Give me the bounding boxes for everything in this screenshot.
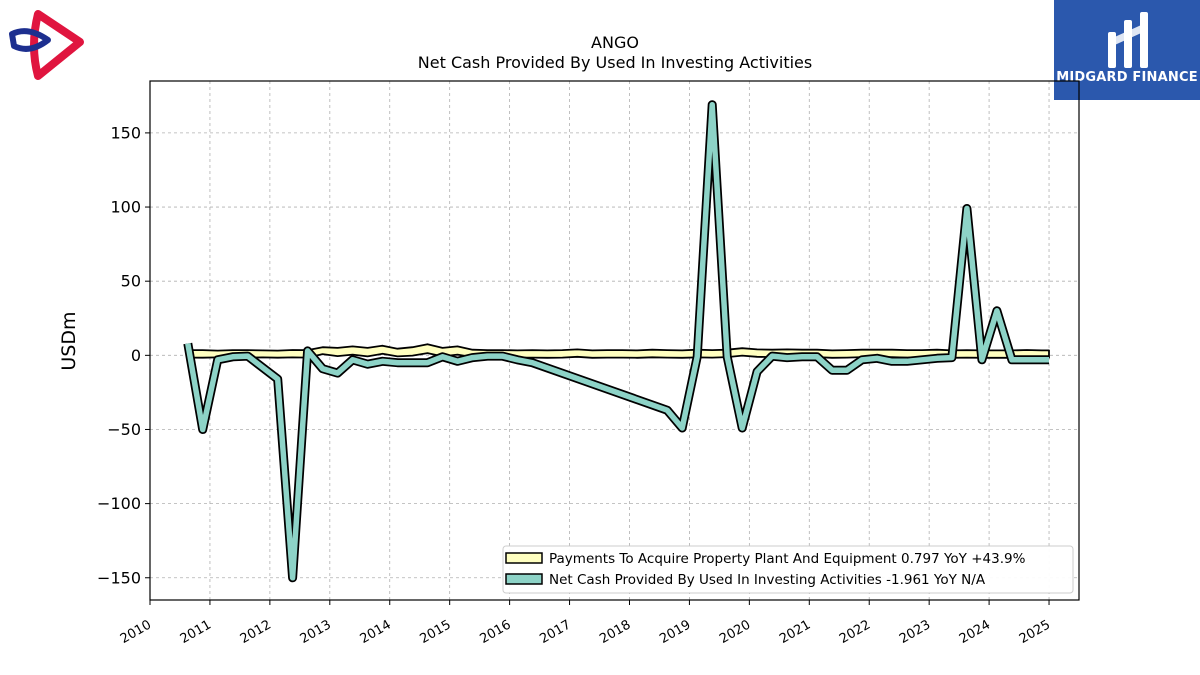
y-tick-label: 50	[121, 272, 141, 291]
left-logo-icon	[9, 10, 84, 80]
x-tick-label: 2025	[1017, 617, 1053, 647]
y-tick-label: 150	[110, 123, 141, 142]
plot-frame	[149, 80, 1080, 601]
x-tick-label: 2014	[358, 617, 394, 647]
x-tick-label: 2017	[537, 617, 573, 647]
y-tick-label: −150	[97, 568, 141, 587]
series-investing-outline	[183, 100, 1049, 583]
y-axis-label: USDm	[58, 311, 80, 370]
x-tick-label: 2024	[957, 617, 993, 647]
legend-swatch-investing	[505, 573, 543, 585]
y-axis: 150 100 50 0 −50 −100 −150	[97, 123, 150, 587]
legend-box	[502, 545, 1074, 594]
x-tick-label: 2016	[477, 617, 513, 647]
y-tick-label: −100	[97, 494, 141, 513]
legend-swatch-capex	[505, 552, 543, 564]
series-investing-line	[185, 101, 1049, 581]
brand-name: MIDGARD FINANCE	[1056, 70, 1198, 85]
x-tick-label: 2015	[418, 617, 454, 647]
x-tick-label: 2010	[118, 617, 154, 647]
x-tick-label: 2021	[777, 617, 813, 647]
x-axis: 2010 2011 2012 2013 2014 2015 2016 2017 2018 2019…	[118, 600, 1053, 647]
chart-title: ANGO	[591, 33, 639, 52]
x-tick-label: 2011	[178, 617, 214, 647]
legend-entry-investing: Net Cash Provided By Used In Investing A…	[549, 572, 986, 588]
brand-mark-icon	[1108, 12, 1148, 68]
x-tick-label: 2023	[897, 617, 933, 647]
x-tick-label: 2012	[238, 617, 274, 647]
legend: Payments To Acquire Property Plant And E…	[502, 545, 1074, 594]
x-tick-label: 2013	[298, 617, 334, 647]
chart-subtitle: Net Cash Provided By Used In Investing A…	[418, 53, 812, 72]
x-tick-label: 2022	[837, 617, 873, 647]
y-tick-label: −50	[107, 420, 141, 439]
x-tick-label: 2018	[597, 617, 633, 647]
y-tick-label: 100	[110, 198, 141, 217]
plot-area	[183, 100, 1050, 583]
y-tick-label: 0	[131, 346, 141, 365]
legend-entry-capex: Payments To Acquire Property Plant And E…	[549, 551, 1026, 567]
x-tick-label: 2019	[657, 617, 693, 647]
brand-logo: MIDGARD FINANCE	[1054, 0, 1200, 100]
x-tick-label: 2020	[717, 617, 753, 647]
